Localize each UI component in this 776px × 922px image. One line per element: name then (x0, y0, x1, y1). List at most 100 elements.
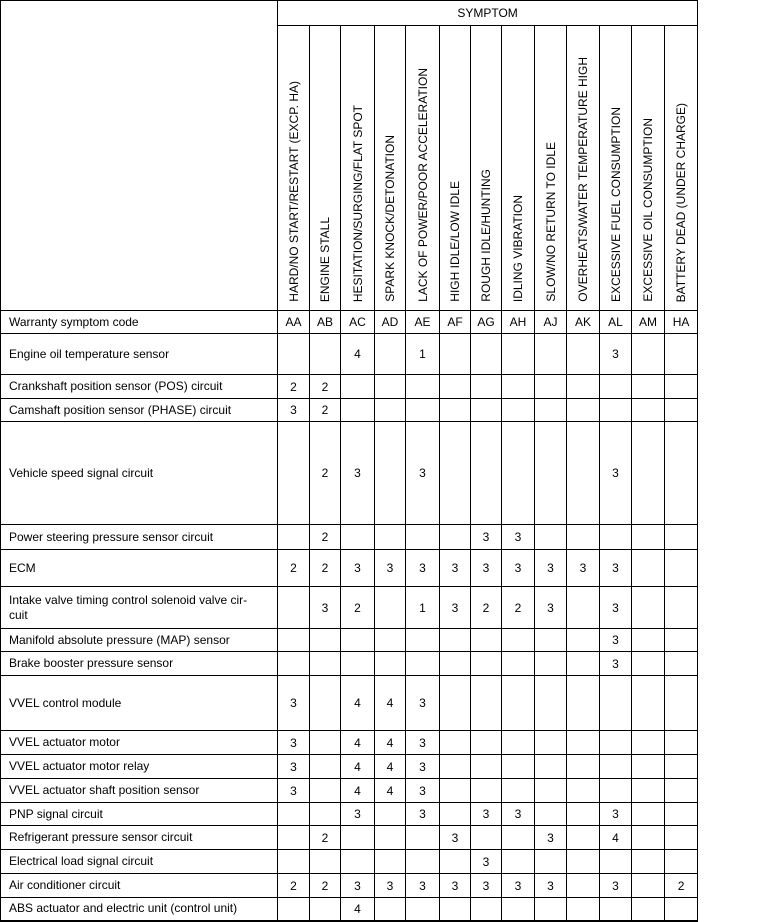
symptom-label: ROUGH IDLE/HUNTING (479, 169, 493, 302)
symptom-column-header: LACK OF POWER/POOR ACCELERATION (405, 25, 440, 311)
cell-value (309, 730, 341, 755)
cell-value (566, 730, 600, 755)
cell-value: 3 (470, 524, 502, 550)
cell-value: 3 (405, 873, 440, 898)
symptom-column-header: SLOW/NO RETURN TO IDLE (534, 25, 567, 311)
cell-value (501, 730, 535, 755)
cell-value: 3 (405, 421, 440, 525)
cell-value (566, 421, 600, 525)
cell-value (631, 873, 665, 898)
cell-value (309, 802, 341, 826)
cell-value (663, 849, 699, 874)
cell-value (631, 778, 665, 803)
cell-value: 4 (340, 778, 375, 803)
cell-value (405, 651, 440, 676)
cell-value: 3 (501, 802, 535, 826)
cell-value: 3 (599, 333, 632, 375)
symptom-column-header: ROUGH IDLE/HUNTING (470, 25, 502, 311)
cell-value (340, 628, 375, 652)
cell-value: 3 (277, 398, 310, 422)
cell-value (309, 333, 341, 375)
symptom-label: HIGH IDLE/LOW IDLE (448, 181, 462, 302)
row-label: ECM (0, 549, 278, 587)
symptom-label: BATTERY DEAD (UNDER CHARGE) (674, 102, 689, 302)
cell-value: AA (277, 310, 310, 334)
symptom-column-header: HIGH IDLE/LOW IDLE (439, 25, 471, 311)
symptom-label: EXCESSIVE FUEL CONSUMPTION (608, 107, 623, 302)
cell-value: 2 (470, 586, 502, 629)
cell-value (277, 849, 310, 874)
cell-value (663, 549, 699, 587)
cell-value: 4 (374, 730, 406, 755)
cell-value (663, 825, 699, 850)
cell-value (470, 730, 502, 755)
cell-value (439, 675, 471, 731)
symptom-label: ENGINE STALL (318, 216, 332, 302)
cell-value (309, 628, 341, 652)
cell-value (631, 897, 665, 922)
table-row: Vehicle speed signal circuit 2 3 3 3 (0, 421, 699, 525)
table-row: ECM 2 2 3 3 3 3 3 3 3 3 3 (0, 549, 699, 587)
cell-value: 3 (599, 549, 632, 587)
symptom-label: OVERHEATS/WATER TEMPERATURE HIGH (576, 57, 590, 302)
table-row: Intake valve timing control solenoid val… (0, 586, 699, 629)
cell-value (405, 374, 440, 399)
cell-value: AB (309, 310, 341, 334)
symptom-column-header: ENGINE STALL (309, 25, 341, 311)
cell-value (501, 778, 535, 803)
row-label: VVEL control module (0, 675, 278, 731)
cell-value (599, 398, 632, 422)
cell-value (470, 675, 502, 731)
cell-value: 3 (470, 849, 502, 874)
cell-value (340, 825, 375, 850)
row-label: Electrical load signal circuit (0, 849, 278, 874)
cell-value (501, 897, 535, 922)
cell-value: 2 (309, 374, 341, 399)
cell-value (566, 873, 600, 898)
cell-value (631, 802, 665, 826)
corner-cell (0, 0, 278, 311)
cell-value (534, 754, 567, 779)
cell-value: 2 (309, 825, 341, 850)
cell-value (405, 849, 440, 874)
cell-value: 3 (340, 421, 375, 525)
cell-value (631, 586, 665, 629)
cell-value: AD (374, 310, 406, 334)
table-row: PNP signal circuit 3 3 3 3 3 (0, 802, 699, 826)
cell-value (374, 333, 406, 375)
cell-value (501, 628, 535, 652)
cell-value: 3 (405, 675, 440, 731)
cell-value: AC (340, 310, 375, 334)
cell-value (439, 730, 471, 755)
row-label: PNP signal circuit (0, 802, 278, 826)
cell-value (277, 651, 310, 676)
table-row: VVEL actuator motor 3 4 4 3 (0, 730, 699, 755)
symptom-column-header: BATTERY DEAD (UNDER CHARGE) (663, 25, 699, 311)
cell-value (405, 628, 440, 652)
cell-value (663, 802, 699, 826)
cell-value: 3 (599, 586, 632, 629)
cell-value: 3 (374, 873, 406, 898)
cell-value (534, 849, 567, 874)
cell-value: 3 (534, 586, 567, 629)
cell-value: 4 (340, 730, 375, 755)
cell-value: 1 (405, 333, 440, 375)
row-label: VVEL actuator shaft position sensor (0, 778, 278, 803)
cell-value (566, 849, 600, 874)
cell-value (439, 802, 471, 826)
cell-value: 3 (277, 778, 310, 803)
cell-value (631, 730, 665, 755)
cell-value: 3 (439, 825, 471, 850)
row-label: ABS actuator and electric unit (control … (0, 897, 278, 922)
cell-value (663, 675, 699, 731)
cell-value (470, 778, 502, 803)
cell-value (566, 651, 600, 676)
cell-value (663, 651, 699, 676)
cell-value (599, 849, 632, 874)
cell-value: 3 (374, 549, 406, 587)
cell-value: 2 (309, 549, 341, 587)
symptom-column-header: SPARK KNOCK/DETONATION (374, 25, 406, 311)
cell-value: 4 (374, 778, 406, 803)
cell-value (566, 333, 600, 375)
cell-value (534, 802, 567, 826)
